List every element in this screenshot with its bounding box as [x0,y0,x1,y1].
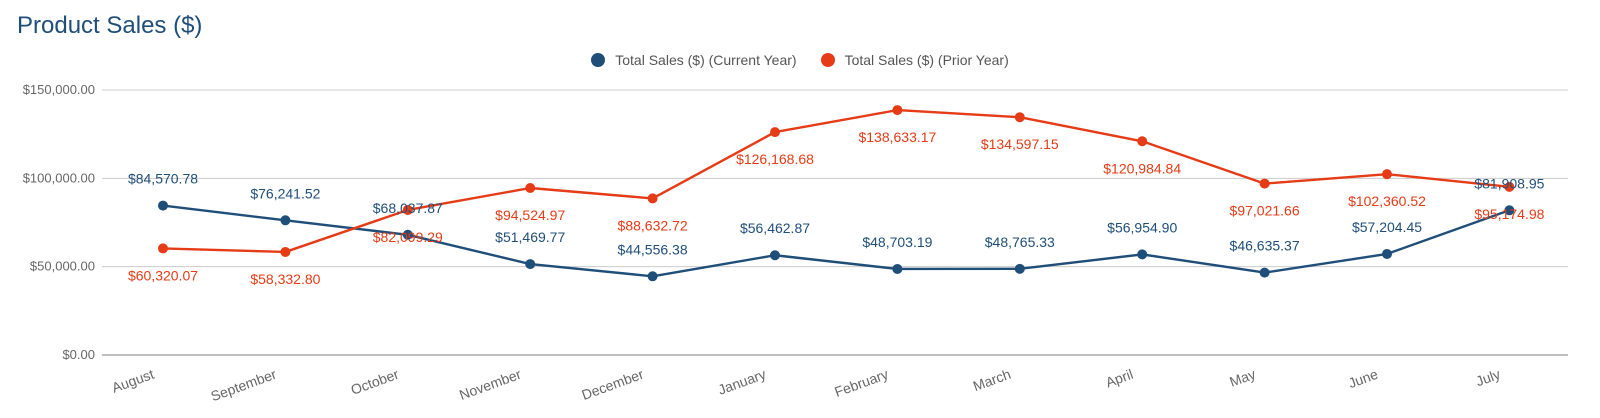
data-point-prior [770,127,780,138]
legend-marker-current [591,53,606,67]
data-label-current: $46,635.37 [1230,238,1300,254]
data-label-prior: $138,633.17 [858,129,936,145]
data-label-prior: $126,168.68 [736,151,814,167]
data-point-prior [1014,112,1025,123]
data-label-prior: $95,174.98 [1474,206,1544,222]
legend-label-prior: Total Sales ($) (Prior Year) [844,52,1009,68]
data-label-current: $44,556.38 [618,241,688,257]
data-point-prior [647,193,658,204]
data-point-prior [1504,181,1515,192]
data-point-current [1014,263,1025,274]
legend-item-current[interactable]: Total Sales ($) (Current Year) [591,52,797,68]
data-label-current: $48,765.33 [985,234,1055,250]
x-tick-label: April [1103,366,1135,391]
series-line-current [162,204,1510,278]
data-point-prior [402,204,413,215]
data-point-prior [158,243,168,254]
x-axis-layer: August September October November December Ja… [110,366,1503,405]
data-label-current: $48,703.19 [862,234,932,250]
data-label-current: $84,570.78 [128,171,198,187]
chart-legend: Total Sales ($) (Current Year) Total Sal… [0,52,1600,68]
data-point-prior [1137,136,1148,147]
data-point-prior [525,183,536,194]
data-point-current [892,263,903,274]
series-layer [158,105,1515,282]
chart-title: Product Sales ($) [17,12,203,39]
series-line-prior [162,108,1510,254]
x-tick-label: July [1474,366,1503,390]
data-label-prior: $82,099.29 [373,229,443,245]
data-label-current: $56,954.90 [1107,219,1177,235]
data-point-current [280,215,291,226]
x-tick-label: June [1346,366,1380,391]
data-label-current: $51,469.77 [495,229,565,245]
data-label-current: $57,204.45 [1352,219,1422,235]
data-point-current [647,271,658,282]
y-tick-label: $50,000.00 [30,259,95,274]
x-tick-label: January [716,366,768,398]
x-tick-label: October [349,366,402,398]
legend-label-current: Total Sales ($) (Current Year) [615,52,797,68]
data-point-current [1504,205,1515,216]
data-label-layer: $84,570.78 $76,241.52 $68,037.87 $51,469.77… [128,129,1545,287]
data-label-prior: $88,632.72 [618,217,688,233]
data-point-current [1259,267,1270,278]
y-tick-label: $150,000.00 [23,82,95,97]
legend-item-prior[interactable]: Total Sales ($) (Prior Year) [820,52,1009,68]
x-tick-label: September [209,366,279,405]
data-label-current: $68,037.87 [373,200,443,216]
data-point-current [158,200,168,211]
data-point-current [1137,249,1148,260]
x-tick-label: March [971,366,1013,394]
data-point-current [770,250,780,261]
data-label-prior: $97,021.66 [1230,203,1300,219]
data-label-prior: $58,332.80 [250,271,320,287]
data-label-prior: $134,597.15 [981,136,1059,152]
data-label-prior: $94,524.97 [495,207,565,223]
data-point-prior [280,246,291,257]
data-label-current: $76,241.52 [250,185,320,201]
x-tick-label: August [110,366,157,396]
data-point-current [1382,248,1392,259]
data-point-prior [1259,178,1270,189]
y-tick-label: $0.00 [62,347,95,362]
x-tick-label: November [457,366,523,403]
x-tick-label: December [579,366,645,403]
grid-layer: $0.00 $50,000.00 $100,000.00 $150,000.00 [23,82,1568,362]
data-point-prior [1382,169,1392,180]
data-label-prior: $60,320.07 [128,267,198,283]
data-label-prior: $120,984.84 [1103,160,1181,176]
x-tick-label: February [832,366,890,400]
data-label-current: $56,462.87 [740,220,810,236]
legend-marker-prior [820,53,835,67]
data-point-current [525,259,536,270]
y-tick-label: $100,000.00 [23,170,95,185]
data-label-current: $81,908.95 [1474,175,1544,191]
data-point-prior [892,105,903,116]
x-tick-label: May [1227,366,1257,390]
data-point-current [402,229,413,240]
data-label-prior: $102,360.52 [1348,193,1426,209]
